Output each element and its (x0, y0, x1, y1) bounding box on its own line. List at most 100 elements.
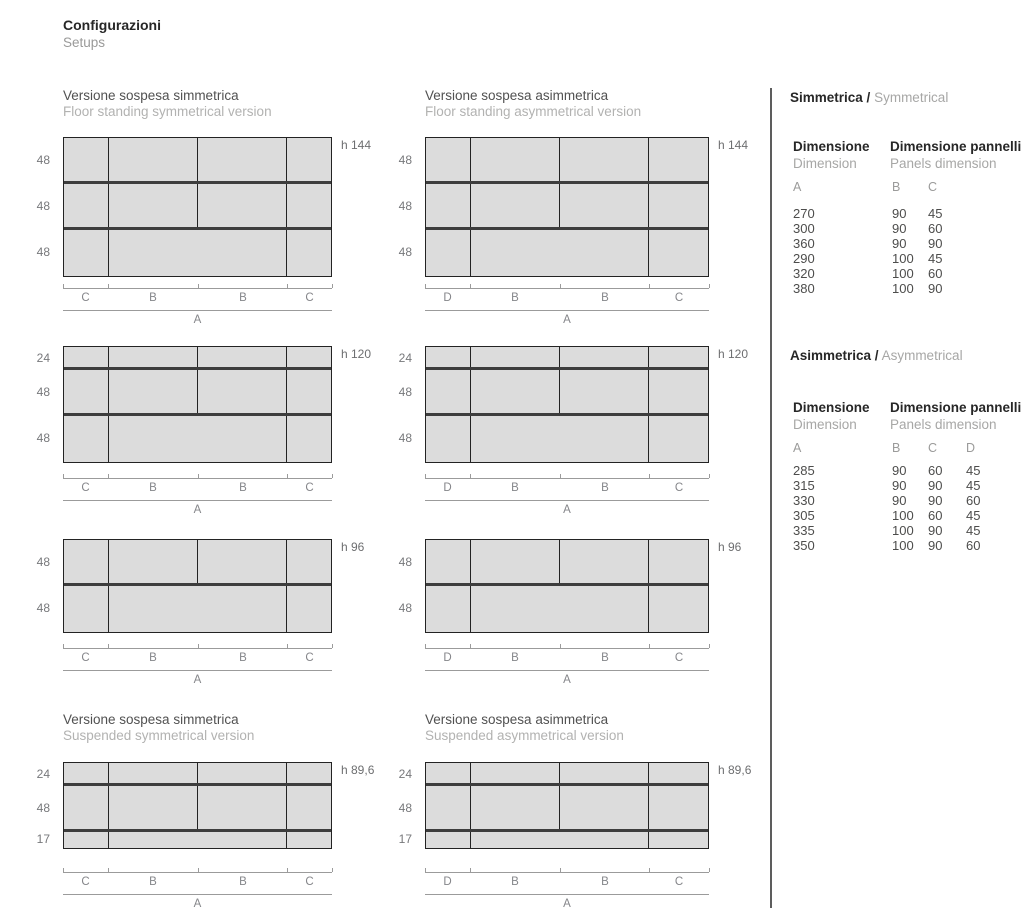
section-title-it: Versione sospesa simmetrica (63, 712, 239, 727)
panel-cell (108, 138, 198, 181)
table-cell-value: 350 (793, 538, 815, 553)
column-label: B (601, 652, 609, 664)
table-cell-value: 90 (928, 538, 943, 553)
table-column-letter: B (892, 180, 901, 194)
panel-cell (197, 540, 287, 583)
diagram-row (426, 230, 708, 276)
panel-cell (426, 786, 471, 829)
panel-cell (64, 416, 109, 462)
column-label: C (674, 292, 684, 304)
row-height-label: 48 (36, 801, 50, 815)
column-label: D (443, 292, 452, 304)
dimension-tick (470, 644, 471, 648)
panel-cell (286, 832, 331, 848)
height-label: h 120 (718, 347, 749, 361)
table-column-letter: C (928, 180, 938, 194)
panel-cell (648, 832, 708, 848)
dimension-line-panels (63, 478, 332, 479)
panel-cell (286, 786, 331, 829)
section-title-it: Versione sospesa asimmetrica (425, 712, 609, 727)
panel-cell (648, 763, 708, 783)
table-cell-value: 100 (892, 538, 914, 553)
diagram-row (426, 416, 708, 462)
row-height-label: 24 (398, 351, 412, 365)
row-height-label: 48 (398, 555, 412, 569)
panel-cell (470, 832, 649, 848)
section-title-en: Floor standing asymmetrical version (425, 104, 642, 119)
dimension-line-panels (425, 478, 709, 479)
section-title-it: Versione sospesa simmetrica (63, 88, 239, 103)
overall-width-label: A (193, 314, 202, 326)
panel-cell (470, 540, 560, 583)
diagram-row (426, 138, 708, 184)
panel-cell (286, 370, 331, 413)
column-label: B (511, 292, 519, 304)
dimension-tick (198, 868, 199, 872)
section-title-en: Suspended symmetrical version (63, 728, 255, 743)
dimension-tick (63, 644, 64, 648)
dimension-line-overall (425, 670, 709, 671)
table-title: Asimmetrica / Asymmetrical (790, 348, 963, 364)
panel-cell (197, 138, 287, 181)
dimension-tick (560, 868, 561, 872)
table-title-en: Asymmetrical (881, 348, 963, 363)
row-height-label: 48 (398, 199, 412, 213)
dimension-tick (63, 868, 64, 872)
panel-cell (426, 540, 471, 583)
page-subtitle: Setups (63, 35, 106, 50)
panel-cell (426, 763, 471, 783)
table-cell-value: 360 (793, 236, 815, 251)
row-height-label: 17 (398, 832, 412, 846)
dimension-tick (425, 868, 426, 872)
diagram-row (426, 370, 708, 416)
table-cell-value: 270 (793, 206, 815, 221)
dimension-line-overall (63, 500, 332, 501)
section-title-en: Suspended asymmetrical version (425, 728, 624, 743)
diagram-row (64, 786, 331, 832)
dimension-tick (63, 284, 64, 288)
column-label: C (81, 482, 90, 494)
table-column-letter: C (928, 441, 938, 455)
dimension-tick (560, 644, 561, 648)
dimension-tick (332, 644, 333, 648)
panel-cell (470, 763, 560, 783)
dimension-tick (560, 474, 561, 478)
section-title-en: Floor standing symmetrical version (63, 104, 272, 119)
column-label: B (601, 876, 609, 888)
table-cell-value: 90 (928, 236, 943, 251)
panel-cell (197, 184, 287, 227)
overall-width-label: A (563, 898, 571, 910)
panel-cell (426, 370, 471, 413)
column-header-panels-dimension: Dimensione pannelli Panels dimension (890, 400, 1022, 432)
table-cell-value: 90 (892, 478, 907, 493)
panel-cell (426, 184, 471, 227)
panel-cell (64, 370, 109, 413)
panel-cell (286, 586, 331, 632)
table-column-letter: D (966, 441, 976, 455)
overall-width-label: A (563, 674, 571, 686)
table-cell-value: 60 (928, 221, 943, 236)
panel-cell (470, 370, 560, 413)
panel-cell (426, 138, 471, 181)
diagram-floor-asymmetric-h96 (425, 539, 709, 633)
table-cell-value: 45 (966, 523, 981, 538)
section-title-floor-symmetric: Versione sospesa simmetrica Floor standi… (63, 88, 272, 120)
table-cell-value: 60 (966, 493, 981, 508)
dimension-tick (108, 868, 109, 872)
panel-cell (286, 184, 331, 227)
panel-cell (64, 184, 109, 227)
panel-cell (426, 586, 471, 632)
diagram-row (64, 138, 331, 184)
panel-cell (64, 763, 109, 783)
dimension-tick (108, 644, 109, 648)
diagram-row (426, 540, 708, 586)
dimension-line-panels (425, 288, 709, 289)
panel-cell (648, 230, 708, 276)
dimension-tick (198, 284, 199, 288)
panel-cell (108, 184, 198, 227)
column-label: B (239, 292, 247, 304)
row-height-label: 48 (36, 601, 50, 615)
table-cell-value: 100 (892, 251, 914, 266)
table-cell-value: 90 (928, 281, 943, 296)
